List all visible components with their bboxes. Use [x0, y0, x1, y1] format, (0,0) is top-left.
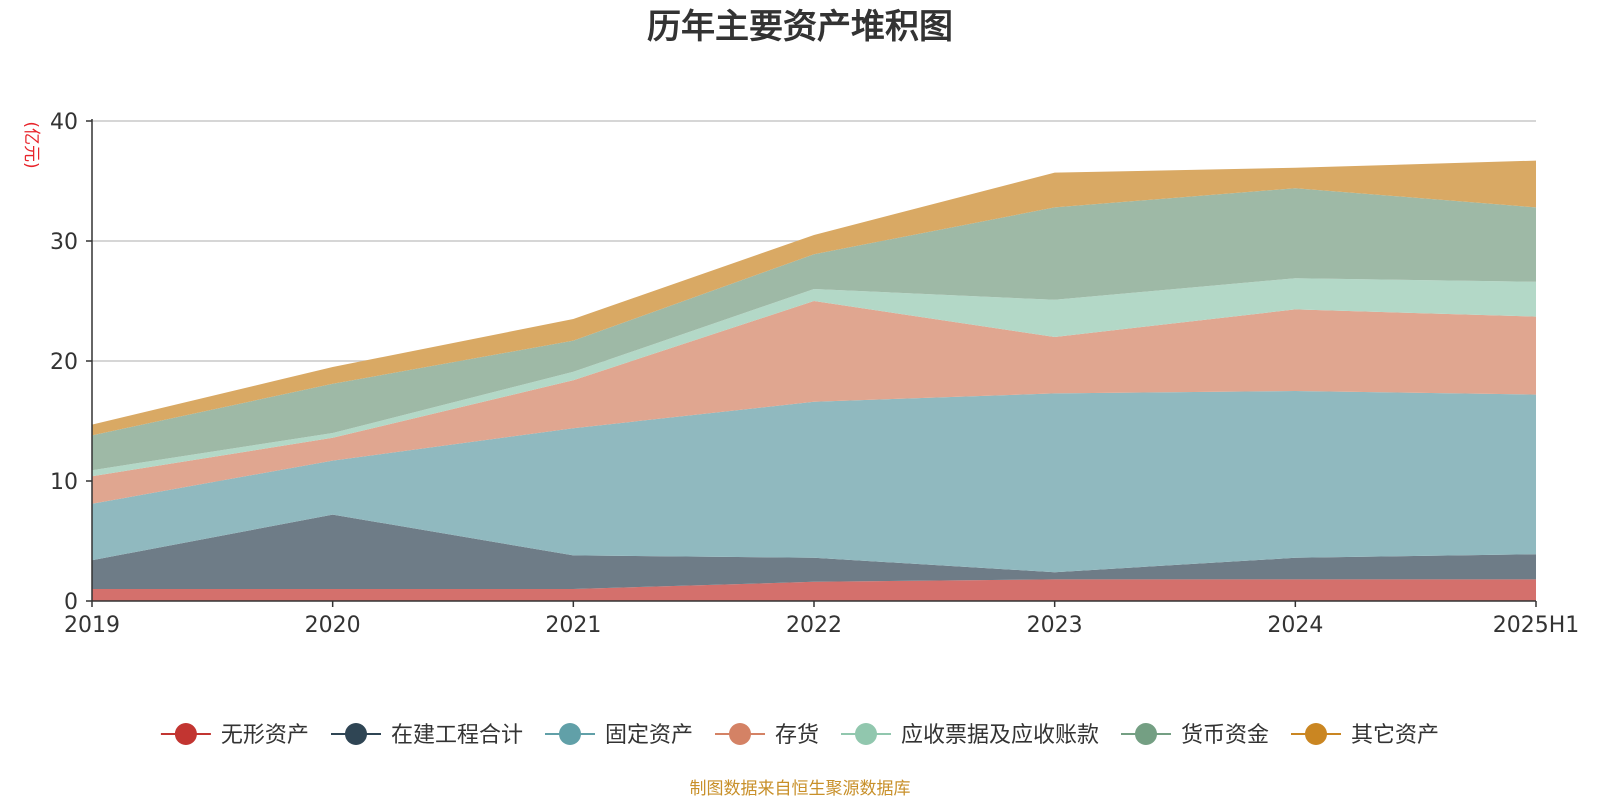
- legend-marker: [1135, 723, 1157, 745]
- y-tick-label: 40: [50, 110, 78, 135]
- legend: 无形资产 在建工程合计 固定资产 存货 应收票据及应收账款 货币资金 其它资产: [160, 723, 1439, 748]
- y-tick-label: 30: [50, 230, 78, 255]
- x-tick-label: 2021: [545, 613, 601, 638]
- legend-label: 其它资产: [1351, 723, 1439, 748]
- legend-marker: [559, 723, 581, 745]
- area-应收票据及应收账款: [92, 278, 1536, 477]
- legend-item-固定资产[interactable]: 固定资产: [545, 723, 693, 748]
- y-axis-unit: (亿元): [21, 121, 41, 168]
- area-其它资产: [92, 160, 1536, 436]
- chart-title: 历年主要资产堆积图: [647, 7, 953, 47]
- axes: 0 10 20 30 40 2019 2020 2021 2022 2023 2024 2025H1: [50, 110, 1579, 638]
- x-tick-label: 2025H1: [1493, 613, 1580, 638]
- legend-marker: [345, 723, 367, 745]
- legend-marker: [729, 723, 751, 745]
- area-series: [92, 160, 1536, 601]
- legend-marker: [855, 723, 877, 745]
- legend-label: 固定资产: [605, 723, 693, 748]
- legend-label: 在建工程合计: [391, 723, 523, 748]
- legend-item-无形资产[interactable]: 无形资产: [160, 723, 309, 748]
- y-tick-label: 0: [64, 590, 78, 615]
- area-固定资产: [92, 391, 1536, 573]
- x-tick-label: 2020: [305, 613, 361, 638]
- x-tick-label: 2022: [786, 613, 842, 638]
- source-note: 制图数据来自恒生聚源数据库: [690, 779, 911, 799]
- area-存货: [92, 301, 1536, 504]
- y-tick-label: 20: [50, 350, 78, 375]
- legend-label: 存货: [775, 723, 819, 748]
- area-在建工程合计: [92, 514, 1536, 589]
- legend-item-在建工程合计[interactable]: 在建工程合计: [331, 723, 523, 748]
- legend-item-应收票据及应收账款[interactable]: 应收票据及应收账款: [841, 723, 1099, 748]
- x-tick-label: 2023: [1027, 613, 1083, 638]
- legend-item-存货[interactable]: 存货: [715, 723, 819, 748]
- legend-item-货币资金[interactable]: 货币资金: [1121, 723, 1269, 748]
- area-无形资产: [92, 579, 1536, 601]
- area-货币资金: [92, 188, 1536, 471]
- x-tick-label: 2024: [1267, 613, 1323, 638]
- legend-item-其它资产[interactable]: 其它资产: [1291, 723, 1439, 748]
- x-tick-label: 2019: [64, 613, 120, 638]
- legend-marker: [1305, 723, 1327, 745]
- legend-label: 货币资金: [1181, 723, 1269, 748]
- y-tick-label: 10: [50, 470, 78, 495]
- legend-label: 无形资产: [221, 723, 309, 748]
- legend-marker: [174, 723, 197, 745]
- legend-label: 应收票据及应收账款: [901, 723, 1099, 748]
